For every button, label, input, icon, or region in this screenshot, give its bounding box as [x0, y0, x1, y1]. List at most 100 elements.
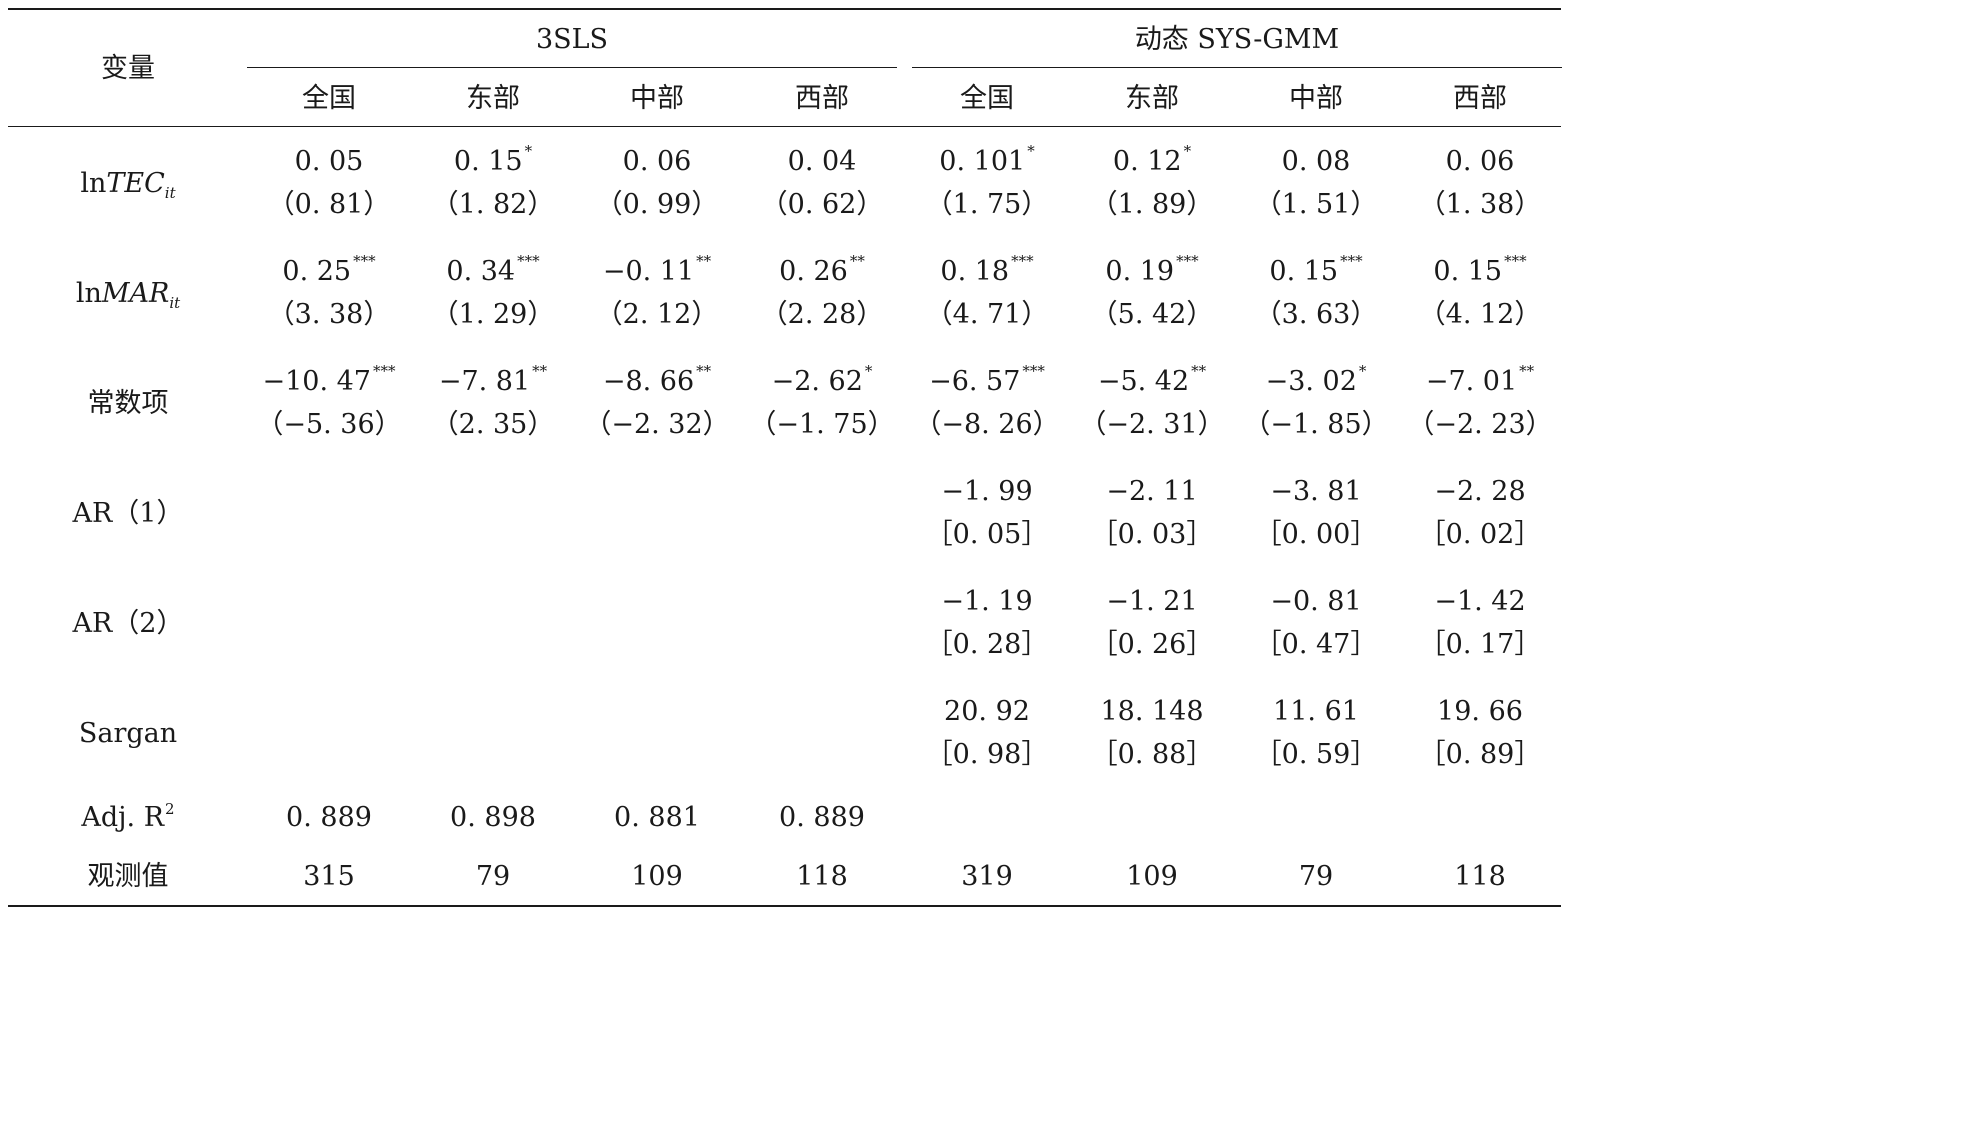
- coefficient-value: 20. 92: [944, 696, 1030, 727]
- significance-stars: **: [1519, 362, 1535, 380]
- statistic-cell: ［0. 00］: [1254, 519, 1378, 550]
- coefficient-value: −2. 11: [1106, 476, 1198, 507]
- coefficient-cell: −1. 19: [905, 588, 1069, 615]
- bottom-rule: [8, 905, 1561, 907]
- coefficient-cell: −6. 57 ***: [905, 364, 1069, 397]
- adj-r2-superscript: 2: [165, 800, 175, 818]
- coefficient-cell: 11. 61: [1234, 698, 1398, 725]
- significance-stars: **: [696, 362, 712, 380]
- regression-table: 变量 3SLS 动态 SYS-GMM 全国 东部 中部 西部 全国 东部 中部 西部 lnTE…: [8, 8, 1562, 907]
- statistic-cell: ［0. 28］: [925, 629, 1049, 660]
- coefficient-cell: −10. 47 ***: [247, 364, 411, 396]
- coefficient-cell: 0. 34 ***: [411, 254, 575, 287]
- column-header: 全国: [302, 83, 356, 114]
- adj-r2-cell: 0. 889: [779, 802, 865, 833]
- coefficient-value: 0. 04: [787, 146, 857, 177]
- coefficient-cell: −3. 02 *: [1234, 364, 1398, 396]
- coefficient-cell: 20. 92: [905, 698, 1069, 725]
- group-rule-3sls: [247, 67, 897, 68]
- coefficient-value: 0. 101: [939, 146, 1026, 177]
- coefficient-value: 19. 66: [1437, 696, 1523, 727]
- coefficient-cell: 0. 25 ***: [247, 254, 411, 287]
- column-header: 全国: [960, 83, 1014, 114]
- coefficient-value: 0. 26: [779, 256, 848, 287]
- coefficient-cell: 0. 15 *: [411, 144, 575, 176]
- significance-stars: *: [1183, 142, 1192, 160]
- row-label-variable: MAR: [101, 277, 170, 309]
- statistic-cell: （−5. 36）: [256, 409, 402, 440]
- group-rule-gmm: [912, 67, 1562, 68]
- coefficient-value: 18. 148: [1100, 696, 1204, 727]
- coefficient-cell: −8. 66 **: [575, 364, 739, 397]
- coefficient-cell: 0. 15 ***: [1398, 254, 1562, 286]
- significance-stars: ***: [1176, 252, 1199, 270]
- column-header: 西部: [1453, 83, 1507, 114]
- coefficient-cell: 0. 26 **: [740, 254, 904, 287]
- statistic-cell: （−2. 32）: [584, 409, 730, 440]
- coefficient-cell: 0. 15 ***: [1234, 254, 1398, 286]
- coefficient-cell: −7. 01 **: [1398, 364, 1562, 396]
- coefficient-cell: 0. 08: [1234, 148, 1398, 175]
- significance-stars: **: [532, 362, 548, 380]
- coefficient-cell: −2. 62 *: [740, 364, 904, 396]
- column-header: 中部: [630, 83, 684, 114]
- variable-header: 变量: [101, 53, 155, 84]
- adj-r2-cell: 0. 889: [286, 802, 372, 833]
- significance-stars: **: [1191, 362, 1207, 380]
- coefficient-value: −1. 19: [941, 586, 1033, 617]
- coefficient-value: −6. 57: [929, 366, 1021, 397]
- statistic-cell: （4. 71）: [925, 299, 1049, 330]
- coefficient-value: −5. 42: [1097, 366, 1190, 397]
- group-header-3sls: 3SLS: [535, 24, 609, 55]
- row-label: AR（1）: [72, 497, 184, 529]
- statistic-cell: （0. 81）: [267, 189, 391, 220]
- coefficient-value: 0. 25: [282, 256, 352, 287]
- coefficient-value: −7. 81: [438, 366, 531, 397]
- significance-stars: *: [524, 142, 533, 160]
- coefficient-cell: 0. 06: [1398, 148, 1562, 175]
- coefficient-cell: −3. 81: [1234, 478, 1398, 505]
- adj-r2-text: Adj. R: [81, 802, 165, 833]
- significance-stars: *: [864, 362, 873, 380]
- statistic-cell: （2. 12）: [595, 299, 719, 330]
- statistic-cell: （2. 28）: [760, 299, 884, 330]
- coefficient-value: 0. 34: [446, 256, 516, 287]
- row-label: lnMARit: [8, 277, 248, 311]
- statistic-cell: ［0. 26］: [1090, 629, 1214, 660]
- significance-stars: ***: [373, 362, 396, 380]
- coefficient-value: 0. 05: [294, 146, 364, 177]
- significance-stars: ***: [1340, 252, 1363, 270]
- coefficient-value: 0. 19: [1105, 256, 1175, 287]
- coefficient-value: −8. 66: [602, 366, 695, 397]
- statistic-cell: ［0. 59］: [1254, 739, 1378, 770]
- row-label: Sargan: [78, 717, 178, 749]
- coefficient-cell: −1. 21: [1070, 588, 1234, 615]
- coefficient-value: −1. 21: [1106, 586, 1198, 617]
- statistic-cell: ［0. 02］: [1418, 519, 1542, 550]
- coefficient-value: 0. 08: [1281, 146, 1351, 177]
- row-label-subscript: it: [164, 183, 176, 202]
- coefficient-cell: −7. 81 **: [411, 364, 575, 397]
- coefficient-value: −1. 42: [1434, 586, 1526, 617]
- column-header: 西部: [795, 83, 849, 114]
- statistic-cell: ［0. 88］: [1090, 739, 1214, 770]
- adj-r2-cell: 0. 881: [614, 802, 700, 833]
- row-label: lnTECit: [8, 170, 248, 201]
- statistic-cell: （−1. 85）: [1243, 409, 1389, 440]
- adj-r2-cell: 0. 898: [450, 802, 536, 833]
- coefficient-cell: 0. 04: [740, 148, 904, 175]
- row-label-observations: 观测值: [87, 861, 169, 892]
- coefficient-value: −3. 81: [1270, 476, 1362, 507]
- statistic-cell: （1. 51）: [1254, 189, 1378, 220]
- statistic-cell: （1. 29）: [431, 299, 555, 330]
- significance-stars: *: [1027, 142, 1035, 160]
- coefficient-cell: 0. 19 ***: [1070, 254, 1234, 287]
- column-header: 东部: [466, 83, 520, 114]
- row-label-adj-r2: Adj. R2: [8, 802, 248, 833]
- observations-cell: 79: [1298, 861, 1334, 892]
- coefficient-value: −0. 11: [602, 256, 695, 287]
- statistic-cell: （2. 35）: [431, 409, 555, 440]
- coefficient-value: −0. 81: [1270, 586, 1362, 617]
- coefficient-cell: 19. 66: [1398, 698, 1562, 725]
- observations-cell: 319: [961, 861, 1013, 892]
